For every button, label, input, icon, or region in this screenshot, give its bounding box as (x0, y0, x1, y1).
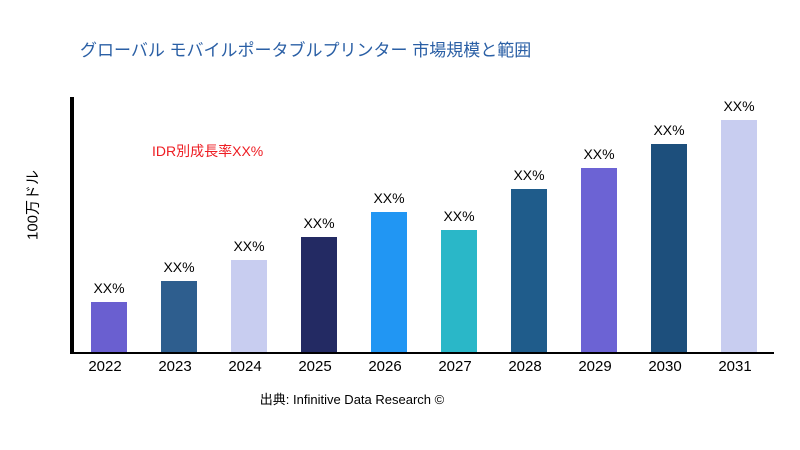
bar-2027 (441, 230, 477, 352)
bar-2031 (721, 120, 757, 352)
plot-area: IDR別成長率XX% XX% XX% XX% XX% XX% XX% XX% XX% XX% XX… (70, 97, 774, 354)
bar-slot-2026: XX% (354, 97, 424, 352)
x-tick-2026: 2026 (368, 358, 402, 375)
x-tick-2023: 2023 (158, 358, 192, 375)
y-axis-label: 100万ドル (24, 169, 42, 241)
bar-value-label: XX% (373, 190, 405, 206)
chart-title: グローバル モバイルポータブルプリンター 市場規模と範囲 (80, 41, 532, 60)
bar-slot-2027: XX% (424, 97, 494, 352)
bar-slot-2030: XX% (634, 97, 704, 352)
bar-2029 (581, 168, 617, 352)
bar-slot-2023: XX% (144, 97, 214, 352)
x-tick-2025: 2025 (298, 358, 332, 375)
bar-slot-2029: XX% (564, 97, 634, 352)
bar-slot-2022: XX% (74, 97, 144, 352)
x-tick-2024: 2024 (228, 358, 262, 375)
bar-2028 (511, 189, 547, 352)
bar-2023 (161, 281, 197, 352)
bar-slot-2031: XX% (704, 97, 774, 352)
growth-rate-annotation: IDR別成長率XX% (152, 143, 264, 159)
bar-value-label: XX% (93, 280, 125, 296)
bar-value-label: XX% (583, 146, 615, 162)
bars-container: XX% XX% XX% XX% XX% XX% XX% XX% XX% XX% (74, 97, 774, 352)
bar-2024 (231, 260, 267, 352)
bar-value-label: XX% (303, 215, 335, 231)
bar-2022 (91, 302, 127, 352)
bar-slot-2028: XX% (494, 97, 564, 352)
bar-value-label: XX% (163, 259, 195, 275)
bar-2026 (371, 212, 407, 352)
x-tick-2027: 2027 (438, 358, 472, 375)
bar-slot-2025: XX% (284, 97, 354, 352)
bar-2030 (651, 144, 687, 352)
x-tick-2030: 2030 (648, 358, 682, 375)
bar-value-label: XX% (233, 238, 265, 254)
bar-value-label: XX% (513, 167, 545, 183)
x-tick-2028: 2028 (508, 358, 542, 375)
x-tick-2022: 2022 (88, 358, 122, 375)
bar-value-label: XX% (723, 98, 755, 114)
bar-value-label: XX% (443, 208, 475, 224)
bar-slot-2024: XX% (214, 97, 284, 352)
x-tick-2031: 2031 (718, 358, 752, 375)
x-axis-ticks: 2022 2023 2024 2025 2026 2027 2028 2029 2030 2031 (70, 358, 770, 375)
source-caption: 出典: Infinitive Data Research © (259, 392, 445, 407)
bar-value-label: XX% (653, 122, 685, 138)
bar-2025 (301, 237, 337, 352)
x-tick-2029: 2029 (578, 358, 612, 375)
